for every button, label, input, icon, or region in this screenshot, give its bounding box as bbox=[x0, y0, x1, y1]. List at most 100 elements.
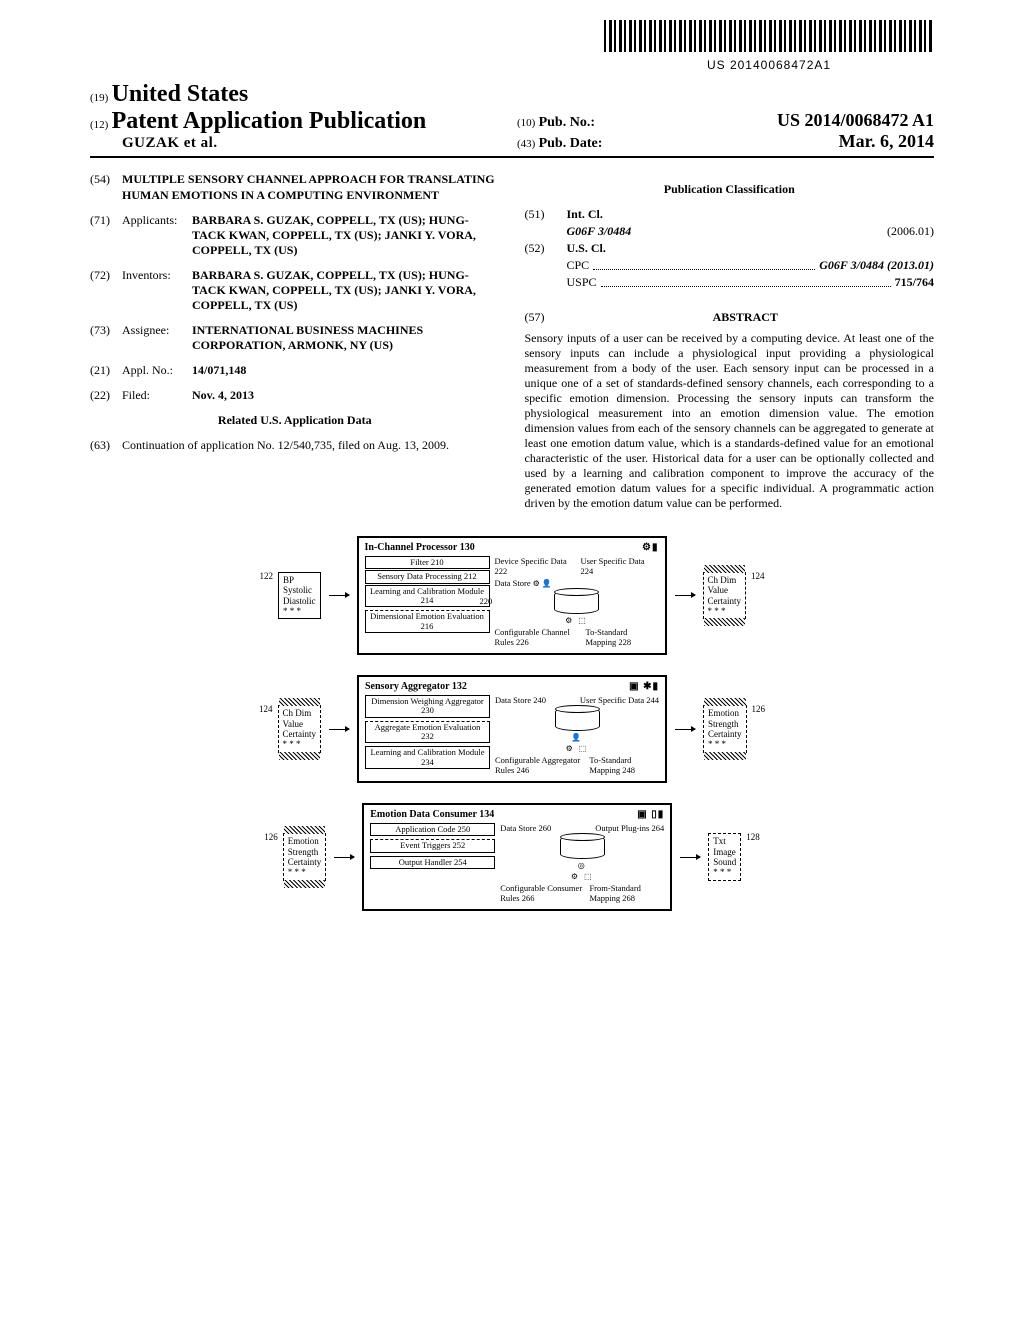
cylinder-icon bbox=[554, 590, 599, 614]
d2-out-num: 126 bbox=[752, 704, 766, 714]
publication-header: (19) United States (12) Patent Applicati… bbox=[90, 81, 934, 158]
diagram-2: 124 Ch Dim Value Certainty * * * Sensory… bbox=[278, 675, 747, 783]
barcode-region: US 20140068472A1 bbox=[90, 20, 934, 73]
label-71: Applicants: bbox=[122, 213, 192, 258]
d1-out-l0: Ch Dim bbox=[708, 575, 742, 585]
int-cl: G06F 3/0484 bbox=[567, 224, 888, 239]
d3-in-l3: * * * bbox=[288, 867, 322, 877]
d1-in-l3: * * * bbox=[283, 606, 316, 616]
int-cl-year: (2006.01) bbox=[887, 224, 934, 239]
d3-out-l0: Txt bbox=[713, 836, 736, 846]
continuation: Continuation of application No. 12/540,7… bbox=[122, 438, 500, 453]
d3-out-l3: * * * bbox=[713, 867, 736, 877]
code-63: (63) bbox=[90, 438, 122, 453]
d3-title-icons: ▣ ▯▮ bbox=[637, 809, 664, 820]
arrow-icon bbox=[675, 595, 695, 596]
code-54: (54) bbox=[90, 172, 122, 203]
abstract-text: Sensory inputs of a user can be received… bbox=[525, 331, 935, 511]
d1-ds-label: Data Store bbox=[495, 578, 531, 588]
cpc-label: CPC bbox=[567, 258, 590, 273]
d3-in-num: 126 bbox=[264, 832, 278, 842]
d1-mod-1: Sensory Data Processing 212 bbox=[365, 570, 490, 583]
d2-bot-l1: To-Standard Mapping 248 bbox=[589, 755, 659, 775]
d1-out-l2: Certainty bbox=[708, 596, 742, 606]
abstract-head: ABSTRACT bbox=[557, 310, 935, 325]
related-head: Related U.S. Application Data bbox=[90, 413, 500, 428]
d2-title-icons: ▣ ✱▮ bbox=[629, 681, 659, 692]
code-52: (52) bbox=[525, 241, 567, 256]
small-icons: ⚙ ⬚ bbox=[495, 616, 659, 625]
d2-in-l2: Certainty bbox=[283, 729, 317, 739]
d2-in-num: 124 bbox=[259, 704, 273, 714]
d3-in-l1: Strength bbox=[288, 847, 322, 857]
d2-out-l0: Emotion bbox=[708, 708, 742, 718]
d1-output-box: 124 Ch Dim Value Certainty * * * bbox=[703, 572, 747, 619]
diagram-1: 122 BP Systolic Diastolic * * * In-Chann… bbox=[278, 536, 746, 655]
code-73: (73) bbox=[90, 323, 122, 353]
cpc: G06F 3/0484 (2013.01) bbox=[819, 258, 934, 273]
filed: Nov. 4, 2013 bbox=[192, 388, 500, 403]
applicant-header: GUZAK et al. bbox=[122, 135, 218, 151]
arrow-icon bbox=[675, 729, 695, 730]
d3-in-l0: Emotion bbox=[288, 836, 322, 846]
barcode-text: US 20140068472A1 bbox=[604, 58, 934, 72]
d3-main-box: Emotion Data Consumer 134 ▣ ▯▮ Applicati… bbox=[362, 803, 672, 911]
uspc-label: USPC bbox=[567, 275, 597, 290]
label-72: Inventors: bbox=[122, 268, 192, 313]
inventors: BARBARA S. GUZAK, COPPELL, TX (US); HUNG… bbox=[192, 268, 500, 313]
d3-top-l1: Output Plug-ins 264 bbox=[595, 823, 664, 833]
small-icons: ⚙ ⬚ bbox=[500, 872, 664, 881]
d2-out-l1: Strength bbox=[708, 719, 742, 729]
dotted-line bbox=[601, 272, 891, 287]
d3-out-num: 128 bbox=[746, 832, 760, 842]
label-52: U.S. Cl. bbox=[567, 241, 606, 256]
uspc: 715/764 bbox=[895, 275, 934, 290]
d3-mod-1: Event Triggers 252 bbox=[370, 839, 495, 852]
classification-head: Publication Classification bbox=[525, 182, 935, 197]
appl-no-text: 14/071,148 bbox=[192, 363, 246, 377]
d2-top-l0: Data Store 240 bbox=[495, 695, 546, 705]
d2-title: Sensory Aggregator 132 bbox=[365, 681, 467, 692]
applicants: BARBARA S. GUZAK, COPPELL, TX (US); HUNG… bbox=[192, 213, 500, 258]
d2-in-l3: * * * bbox=[283, 739, 317, 749]
d3-title: Emotion Data Consumer 134 bbox=[370, 809, 494, 820]
d3-bot-l1: From-Standard Mapping 268 bbox=[589, 883, 664, 903]
d2-bot-l0: Configurable Aggregator Rules 246 bbox=[495, 755, 589, 775]
pub-no: US 2014/0068472 A1 bbox=[777, 110, 934, 131]
pub-date: Mar. 6, 2014 bbox=[839, 131, 934, 152]
d1-main-box: In-Channel Processor 130 ⚙▮ Filter 210 S… bbox=[357, 536, 667, 655]
cylinder-icon bbox=[555, 707, 600, 731]
left-column: (54) MULTIPLE SENSORY CHANNEL APPROACH F… bbox=[90, 172, 500, 511]
d1-in-num: 122 bbox=[260, 571, 274, 581]
code-72: (72) bbox=[90, 268, 122, 313]
code-57: (57) bbox=[525, 310, 557, 325]
arrow-icon bbox=[329, 595, 349, 596]
code-19: (19) bbox=[90, 92, 108, 104]
filed-text: Nov. 4, 2013 bbox=[192, 388, 254, 402]
d3-input-box: 126 Emotion Strength Certainty * * * bbox=[283, 833, 327, 880]
d2-top-l1: User Specific Data 244 bbox=[580, 695, 659, 705]
d2-mod-2: Learning and Calibration Module 234 bbox=[365, 746, 490, 769]
small-icons: 👤 bbox=[495, 733, 659, 742]
d1-out-l1: Value bbox=[708, 585, 742, 595]
label-21: Appl. No.: bbox=[122, 363, 192, 378]
dotted-line bbox=[593, 255, 815, 270]
d2-output-box: 126 Emotion Strength Certainty * * * bbox=[703, 705, 747, 752]
appl-no: 14/071,148 bbox=[192, 363, 500, 378]
code-43: (43) bbox=[517, 138, 535, 150]
diagram-3: 126 Emotion Strength Certainty * * * Emo… bbox=[283, 803, 742, 911]
d3-bot-l0: Configurable Consumer Rules 266 bbox=[500, 883, 589, 903]
right-column: Publication Classification (51) Int. Cl.… bbox=[525, 172, 935, 511]
pub-type: Patent Application Publication bbox=[112, 108, 427, 134]
code-12: (12) bbox=[90, 119, 108, 131]
d3-out-l1: Image bbox=[713, 847, 736, 857]
d2-main-box: Sensory Aggregator 132 ▣ ✱▮ Dimension We… bbox=[357, 675, 667, 783]
country: United States bbox=[112, 81, 249, 107]
label-51: Int. Cl. bbox=[567, 207, 603, 222]
d1-ds-num: 220 bbox=[480, 596, 493, 606]
d2-out-l3: * * * bbox=[708, 739, 742, 749]
d3-out-l2: Sound bbox=[713, 857, 736, 867]
d2-mod-0: Dimension Weighing Aggregator 230 bbox=[365, 695, 490, 718]
code-22: (22) bbox=[90, 388, 122, 403]
d1-title: In-Channel Processor 130 bbox=[365, 542, 475, 553]
